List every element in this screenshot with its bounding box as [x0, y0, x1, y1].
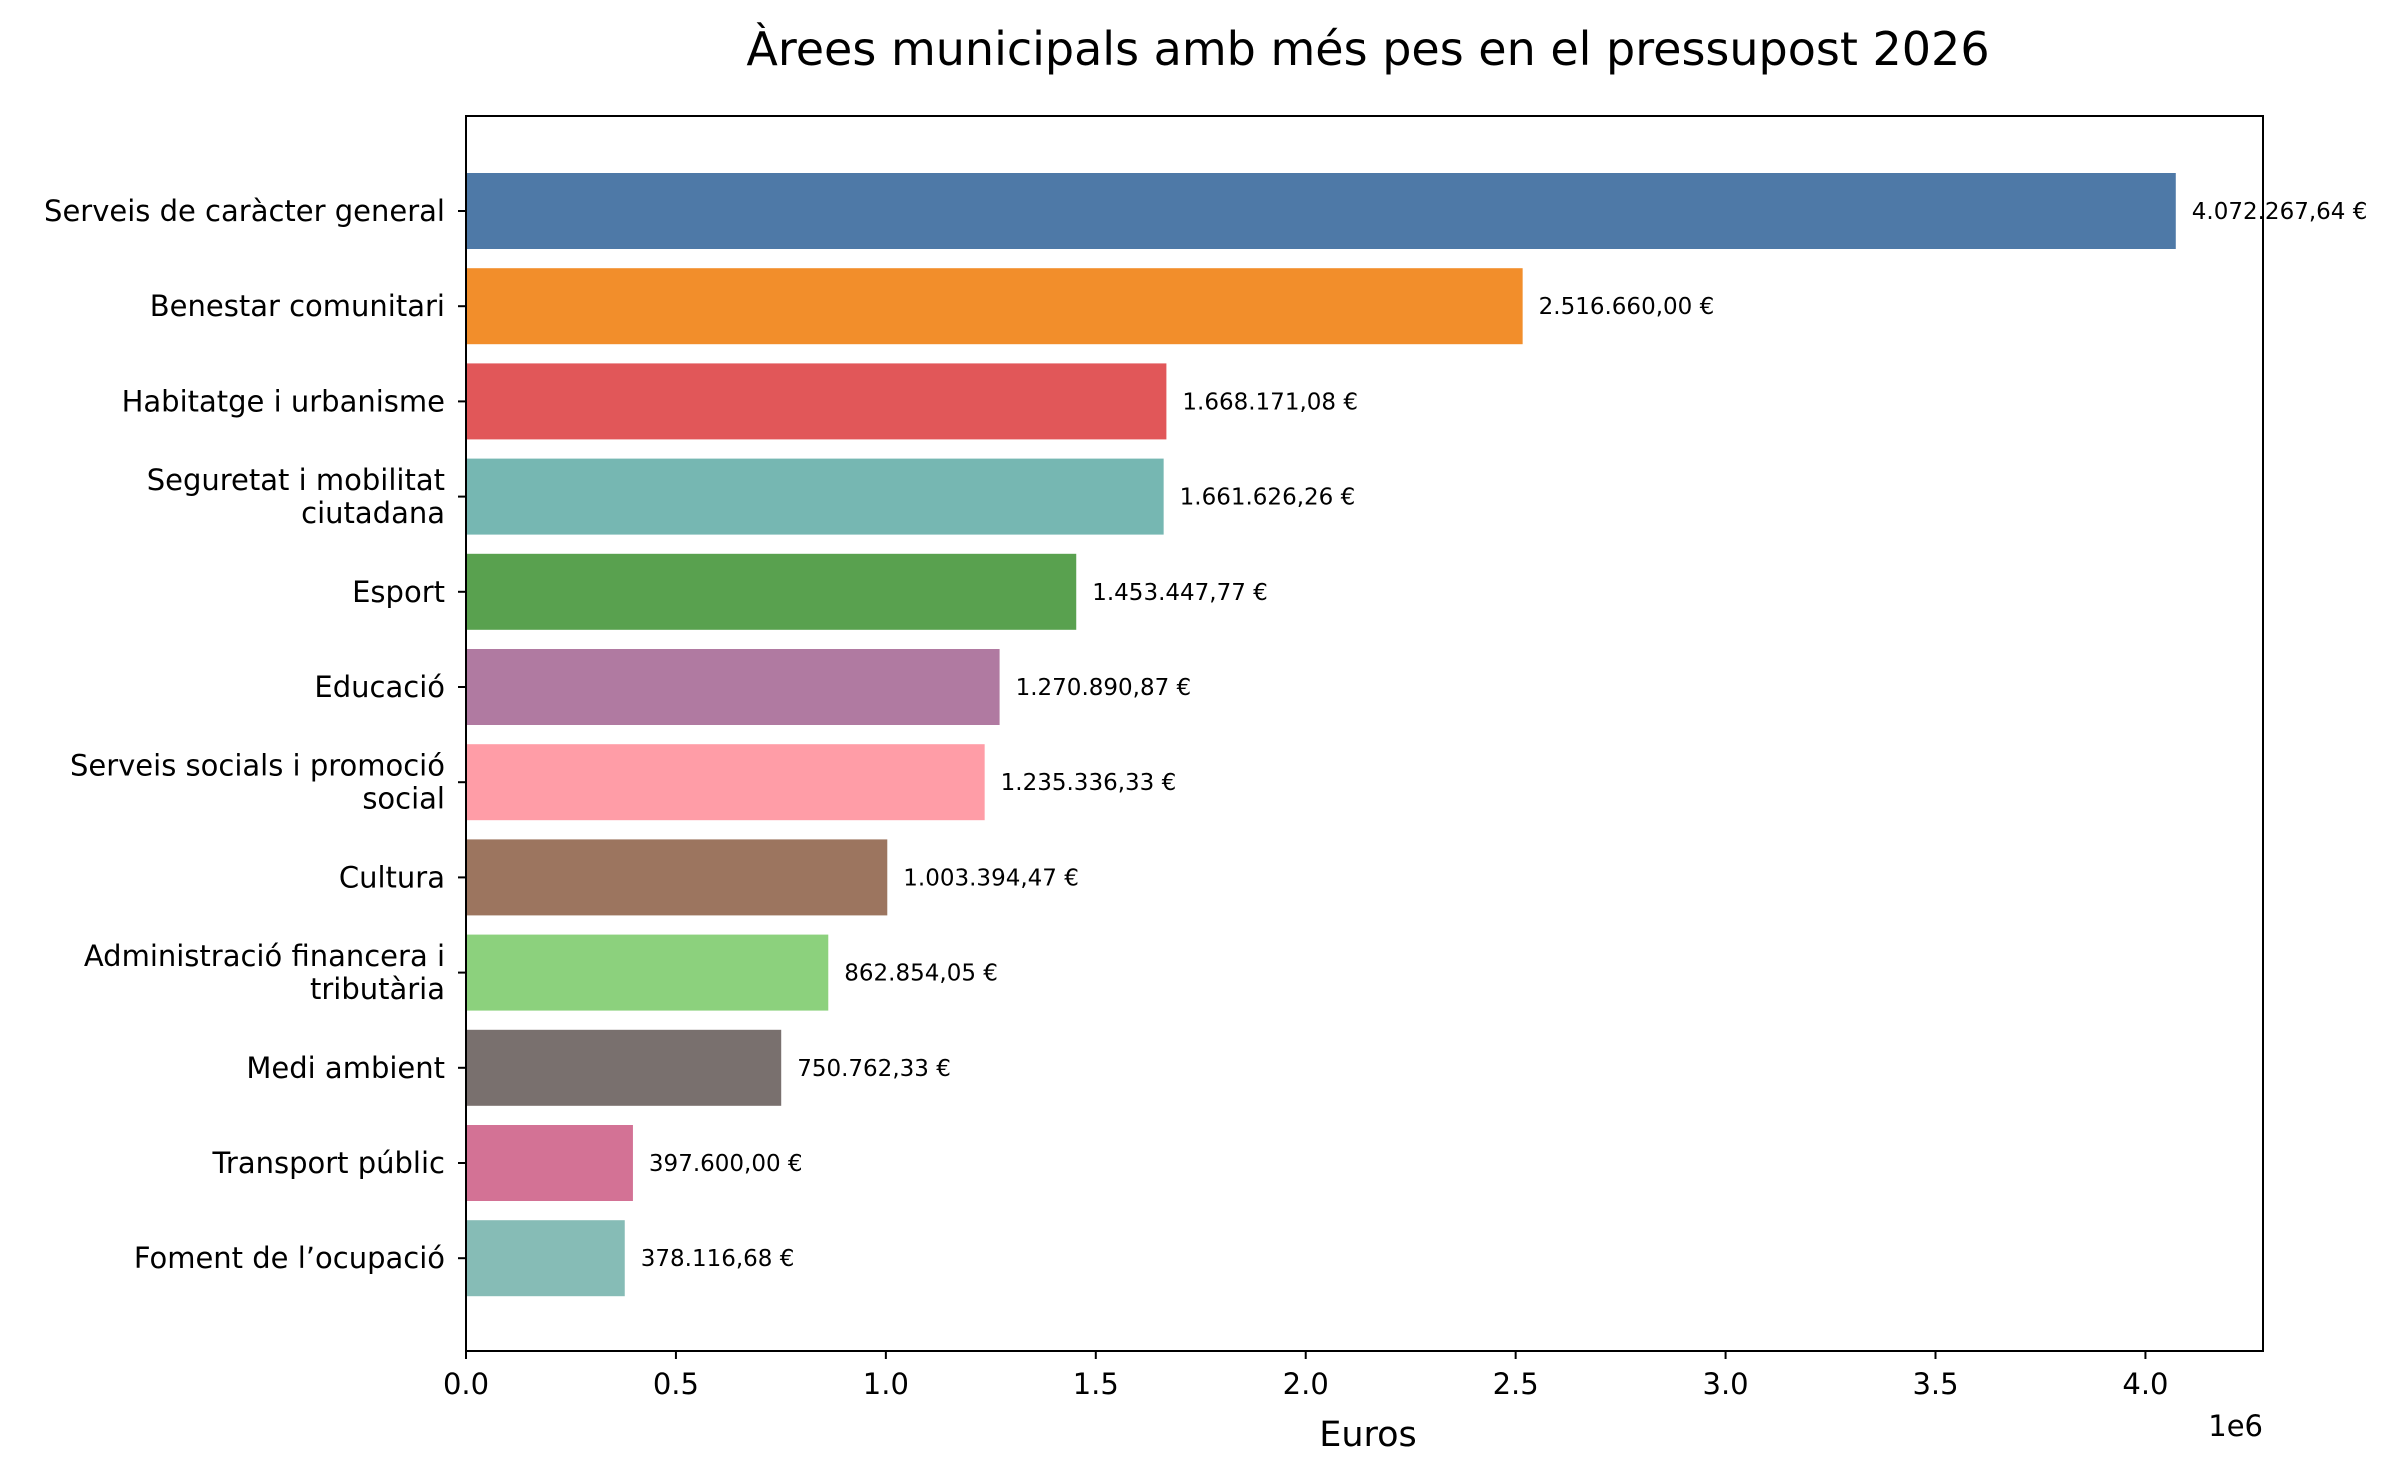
- value-labels-group: 4.072.267,64 € 2.516.660,00 € 1.668.171,08…: [641, 199, 2368, 1272]
- category-label: Serveis de caràcter general: [44, 194, 445, 228]
- bar: [466, 1220, 625, 1297]
- x-tick-label: 2.5: [1493, 1367, 1539, 1401]
- category-label: Benestar comunitari: [150, 289, 445, 323]
- bar: [466, 1029, 782, 1106]
- bar: [466, 649, 1000, 725]
- bar: [466, 1125, 633, 1201]
- x-tick-label: 3.5: [1912, 1367, 1958, 1401]
- x-tick-label: 1.5: [1073, 1367, 1119, 1401]
- category-label: Educació: [314, 670, 445, 704]
- value-label: 1.453.447,77 €: [1092, 580, 1268, 606]
- category-label: Esport: [352, 575, 445, 609]
- x-tick-label: 0.5: [653, 1367, 699, 1401]
- bar: [466, 173, 2176, 249]
- category-label: Cultura: [339, 860, 445, 894]
- category-label: Administració financera i: [84, 939, 445, 973]
- value-label: 1.235.336,33 €: [1001, 770, 1177, 796]
- bar: [466, 363, 1167, 440]
- x-axis-ticks-group: 0.0 0.5 1.0 1.5 2.0 2.5 3.0 3.5 4.0: [443, 1351, 2169, 1401]
- category-label: Seguretat i mobilitat: [147, 463, 445, 497]
- bar: [466, 934, 829, 1011]
- value-label: 750.762,33 €: [797, 1056, 951, 1082]
- bar: [466, 458, 1164, 535]
- bar: [466, 839, 888, 916]
- x-axis-offset-label: 1e6: [2208, 1409, 2263, 1443]
- category-label: Medi ambient: [246, 1051, 445, 1085]
- value-label: 1.668.171,08 €: [1182, 389, 1358, 415]
- category-label: ciutadana: [301, 496, 445, 530]
- x-tick-label: 4.0: [2122, 1367, 2168, 1401]
- x-tick-label: 3.0: [1703, 1367, 1749, 1401]
- value-label: 397.600,00 €: [649, 1151, 803, 1177]
- bar: [466, 744, 985, 821]
- value-label: 2.516.660,00 €: [1539, 294, 1715, 320]
- x-tick-label: 2.0: [1283, 1367, 1329, 1401]
- bar: [466, 268, 1523, 345]
- chart-title: Àrees municipals amb més pes en el press…: [746, 22, 1989, 76]
- bar: [466, 553, 1077, 630]
- value-label: 378.116,68 €: [641, 1246, 795, 1272]
- category-label: Serveis socials i promoció: [70, 749, 445, 783]
- x-axis-label: Euros: [1319, 1415, 1417, 1455]
- category-label: Transport públic: [211, 1146, 445, 1180]
- category-label: Foment de l’ocupació: [134, 1241, 445, 1275]
- value-label: 1.003.394,47 €: [903, 865, 1079, 891]
- value-label: 4.072.267,64 €: [2192, 199, 2368, 225]
- value-label: 862.854,05 €: [844, 961, 998, 987]
- category-label: Habitatge i urbanisme: [122, 384, 445, 418]
- x-tick-label: 0.0: [443, 1367, 489, 1401]
- value-label: 1.661.626,26 €: [1180, 485, 1356, 511]
- x-tick-label: 1.0: [863, 1367, 909, 1401]
- value-label: 1.270.890,87 €: [1016, 675, 1192, 701]
- plot-frame: [465, 115, 2264, 1352]
- category-label: social: [362, 782, 445, 816]
- category-label: tributària: [310, 972, 445, 1006]
- bars-group: [466, 173, 2176, 1297]
- category-labels-group: Serveis de caràcter general Benestar comu…: [44, 194, 466, 1275]
